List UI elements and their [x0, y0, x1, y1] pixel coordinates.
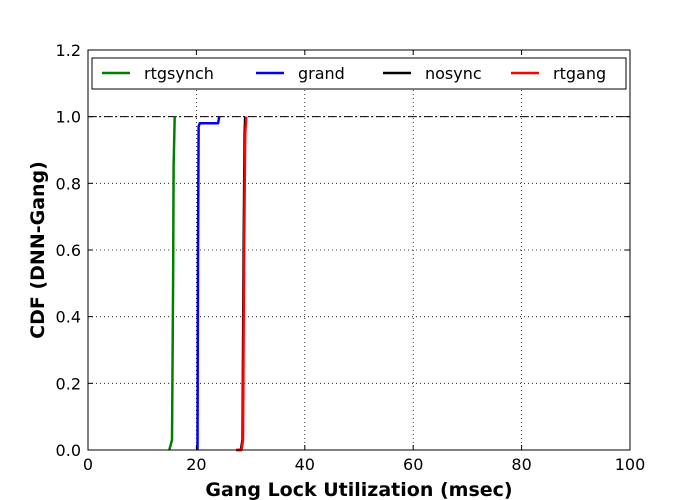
- series-line-rtgsynch: [168, 116, 176, 451]
- x-axis-title: Gang Lock Utilization (msec): [205, 479, 512, 500]
- x-tick-label: 80: [511, 455, 531, 474]
- y-tick-label: 1.0: [56, 108, 81, 127]
- y-tick-label: 0.0: [56, 441, 81, 460]
- x-tick-label: 40: [295, 455, 315, 474]
- legend-label-nosync: nosync: [425, 64, 482, 83]
- y-tick-label: 0.4: [56, 308, 81, 327]
- y-tick-label: 1.2: [56, 41, 81, 60]
- grid-lines: [88, 50, 630, 450]
- series-line-rtgang: [236, 116, 248, 452]
- series-lines: [168, 116, 248, 452]
- y-tick-label: 0.6: [56, 241, 81, 260]
- y-axis-title: CDF (DNN-Gang): [27, 161, 49, 339]
- x-tick-label: 20: [186, 455, 206, 474]
- series-line-grand: [196, 116, 221, 451]
- y-tick-label: 0.2: [56, 374, 81, 393]
- legend: rtgsynch grand nosync rtgang: [91, 57, 627, 90]
- x-tick-label: 100: [615, 455, 646, 474]
- x-tick-label: 0: [83, 455, 93, 474]
- y-tick-label: 0.8: [56, 174, 81, 193]
- legend-label-rtgang: rtgang: [553, 64, 606, 83]
- legend-label-rtgsynch: rtgsynch: [144, 64, 214, 83]
- legend-label-grand: grand: [298, 64, 345, 83]
- axis-ticks: 0.0 0.2 0.4 0.6 0.8 1.0 1.2 0 20 40 60 80 100: [56, 41, 646, 474]
- x-tick-label: 60: [403, 455, 423, 474]
